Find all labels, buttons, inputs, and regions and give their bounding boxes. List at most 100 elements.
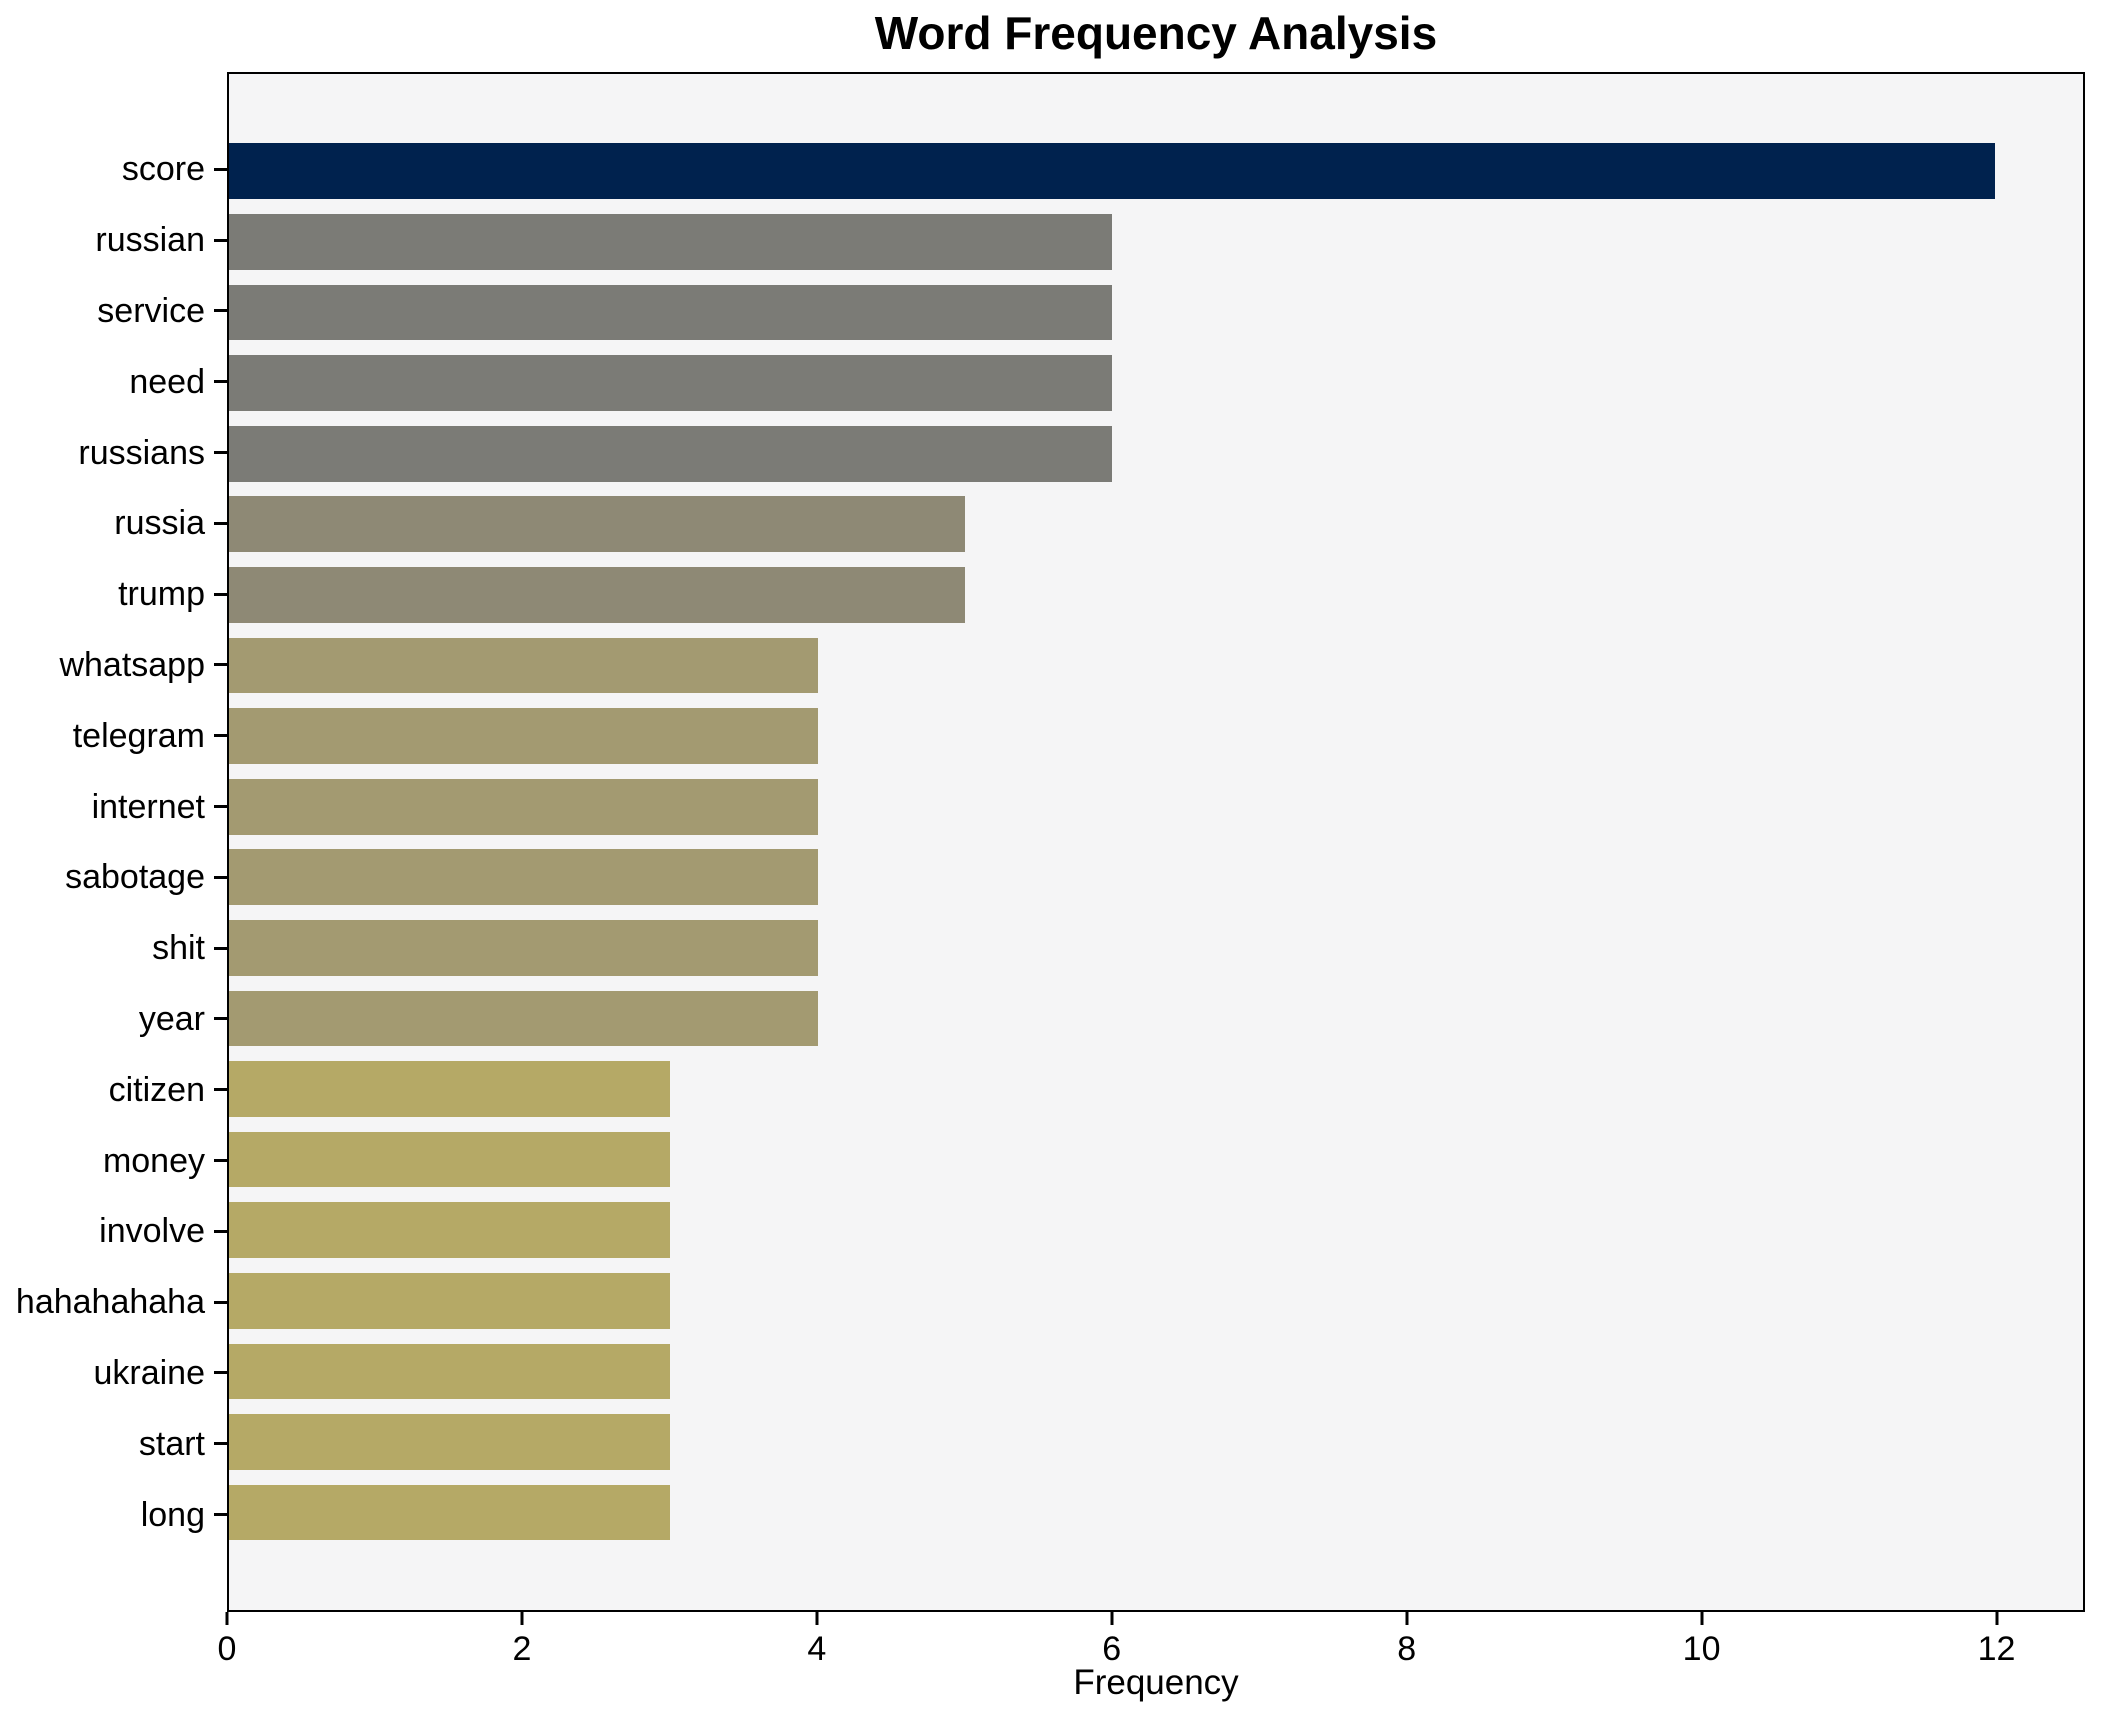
y-tick-mark: [214, 167, 227, 171]
y-tick-mark: [214, 238, 227, 242]
y-tick-mark: [214, 521, 227, 525]
bar-row: [229, 348, 2083, 419]
x-tick-mark: [1110, 1612, 1114, 1625]
bar-shit: [229, 919, 818, 976]
bar-row: [229, 136, 2083, 207]
bar-row: [229, 1054, 2083, 1125]
y-tick-label: telegram: [72, 716, 205, 755]
y-tick-row: sabotage: [0, 842, 227, 913]
x-tick-mark: [1700, 1612, 1704, 1625]
bar-row: [229, 1124, 2083, 1195]
bar-russians: [229, 425, 1112, 482]
y-tick-mark: [214, 1442, 227, 1446]
bar-citizen: [229, 1061, 671, 1117]
bar-ukraine: [229, 1343, 671, 1400]
bar-row: [229, 1477, 2083, 1548]
y-tick-row: russia: [0, 488, 227, 559]
bar-row: [229, 560, 2083, 631]
y-tick-mark: [214, 451, 227, 455]
y-tick-mark: [214, 1513, 227, 1517]
y-tick-mark: [214, 1371, 227, 1375]
y-tick-label: shit: [152, 929, 205, 968]
bar-trump: [229, 566, 965, 623]
bar-sabotage: [229, 849, 818, 906]
y-tick-label: service: [97, 291, 205, 330]
x-tick-label: 6: [1102, 1630, 1122, 1668]
y-tick-label: russia: [114, 504, 205, 543]
bar-telegram: [229, 708, 818, 764]
y-tick-row: internet: [0, 771, 227, 842]
bar-money: [229, 1131, 671, 1188]
x-tick-label: 4: [807, 1630, 827, 1668]
bar-row: [229, 1195, 2083, 1266]
y-tick-mark: [214, 380, 227, 384]
y-tick-row: shit: [0, 913, 227, 984]
y-tick-row: need: [0, 346, 227, 417]
y-tick-mark: [214, 734, 227, 738]
x-tick-mark: [1995, 1612, 1999, 1625]
y-tick-label: citizen: [108, 1070, 205, 1109]
bar-row: [229, 1407, 2083, 1478]
y-tick-mark: [214, 946, 227, 950]
bar-internet: [229, 778, 818, 835]
y-tick-row: money: [0, 1125, 227, 1196]
bar-whatsapp: [229, 637, 818, 694]
y-tick-row: russians: [0, 417, 227, 488]
y-tick-mark: [214, 1159, 227, 1163]
bar-row: [229, 1266, 2083, 1337]
y-tick-label: whatsapp: [59, 645, 205, 684]
y-tick-label: year: [138, 999, 205, 1038]
x-tick-label: 2: [512, 1630, 532, 1668]
x-tick-mark: [815, 1612, 819, 1625]
y-tick-row: ukraine: [0, 1338, 227, 1409]
x-tick-mark: [1405, 1612, 1409, 1625]
bar-score: [229, 143, 1995, 200]
bar-row: [229, 842, 2083, 913]
y-tick-label: russians: [78, 433, 205, 472]
bar-row: [229, 207, 2083, 278]
x-tick-mark: [225, 1612, 229, 1625]
x-tick-label: 8: [1397, 1630, 1417, 1668]
y-tick-row: score: [0, 134, 227, 205]
y-tick-row: start: [0, 1408, 227, 1479]
y-tick-row: russian: [0, 205, 227, 276]
x-tick-mark: [520, 1612, 524, 1625]
plot-area: [227, 72, 2085, 1612]
bar-row: [229, 277, 2083, 348]
bar-row: [229, 489, 2083, 560]
chart-title: Word Frequency Analysis: [874, 7, 1438, 59]
y-tick-mark: [214, 805, 227, 809]
bar-russia: [229, 496, 965, 553]
y-tick-label: involve: [99, 1212, 205, 1251]
y-tick-row: year: [0, 984, 227, 1055]
y-tick-mark: [214, 1088, 227, 1092]
bar-long: [229, 1484, 671, 1541]
y-tick-mark: [214, 1229, 227, 1233]
y-tick-label: money: [102, 1141, 205, 1180]
bar-involve: [229, 1202, 671, 1259]
y-tick-label: russian: [95, 221, 205, 260]
bars: [229, 74, 2083, 1610]
y-tick-label: internet: [91, 787, 205, 826]
bar-hahahahaha: [229, 1272, 671, 1329]
y-axis-labels: score russian service need russians russia tru…: [0, 72, 227, 1612]
y-tick-row: involve: [0, 1196, 227, 1267]
y-tick-mark: [214, 875, 227, 879]
x-tick-label: 10: [1682, 1630, 1721, 1668]
bar-row: [229, 983, 2083, 1054]
y-tick-row: telegram: [0, 700, 227, 771]
bar-row: [229, 771, 2083, 842]
bar-row: [229, 913, 2083, 984]
y-tick-label: start: [138, 1424, 205, 1463]
y-tick-label: score: [121, 150, 205, 189]
y-tick-mark: [214, 309, 227, 313]
y-tick-row: hahahahaha: [0, 1267, 227, 1338]
y-tick-row: long: [0, 1479, 227, 1550]
bar-russian: [229, 214, 1112, 270]
y-tick-label: long: [140, 1495, 205, 1534]
y-tick-mark: [214, 592, 227, 596]
bar-row: [229, 701, 2083, 772]
x-tick-label: 0: [217, 1630, 237, 1668]
x-axis-title: Frequency: [1073, 1663, 1239, 1702]
